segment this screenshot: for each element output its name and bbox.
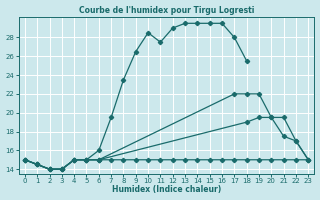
Title: Courbe de l'humidex pour Tirgu Logresti: Courbe de l'humidex pour Tirgu Logresti [79, 6, 254, 15]
X-axis label: Humidex (Indice chaleur): Humidex (Indice chaleur) [112, 185, 221, 194]
